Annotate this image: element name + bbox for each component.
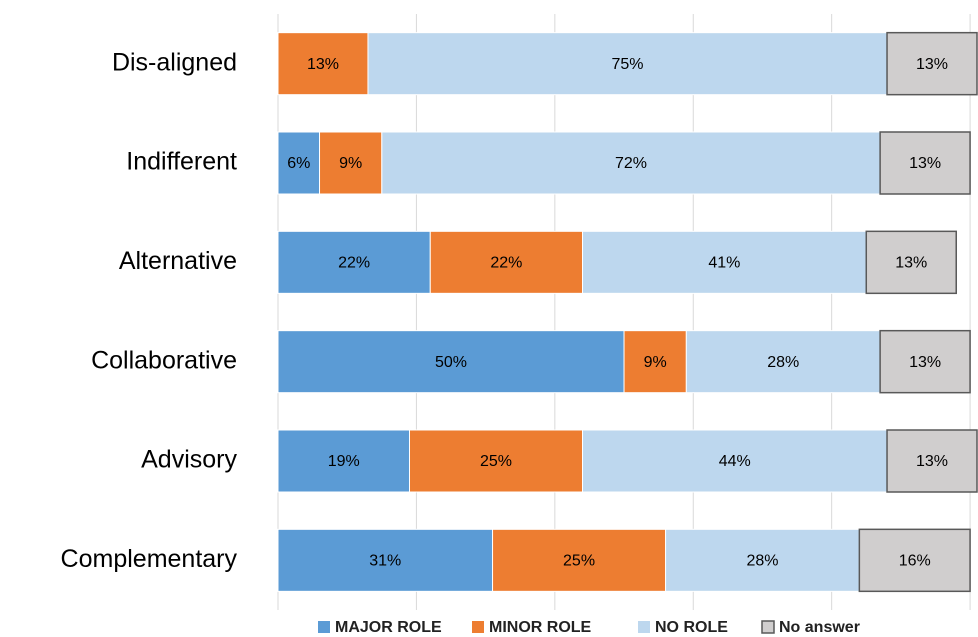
- data-label: 28%: [767, 354, 799, 371]
- legend-swatch: [472, 621, 484, 633]
- data-label: 72%: [615, 155, 647, 172]
- data-label: 16%: [899, 553, 931, 570]
- data-label: 13%: [916, 56, 948, 73]
- data-label: 22%: [490, 255, 522, 272]
- legend-label: MAJOR ROLE: [335, 619, 442, 636]
- legend-swatch: [638, 621, 650, 633]
- data-label: 44%: [719, 453, 751, 470]
- bar-segment: [879, 329, 971, 394]
- data-label: 13%: [916, 453, 948, 470]
- category-label: Collaborative: [91, 346, 237, 374]
- bar-segment: [319, 131, 383, 195]
- bar-segment: [277, 330, 625, 394]
- bar-segment: [623, 330, 687, 394]
- bar-segment: [886, 31, 978, 96]
- data-label: 6%: [287, 155, 310, 172]
- bar-segment: [879, 131, 971, 195]
- data-label: 13%: [909, 354, 941, 371]
- bar-segment: [408, 429, 584, 493]
- category-label: Complementary: [61, 545, 238, 573]
- bar-segment: [277, 131, 321, 195]
- data-label: 19%: [328, 453, 360, 470]
- bar-segment: [886, 429, 978, 493]
- legend-label: NO ROLE: [655, 619, 728, 636]
- category-label: Indifferent: [126, 148, 237, 176]
- data-label: 50%: [435, 354, 467, 371]
- bar-segment: [858, 528, 971, 593]
- bar-segment: [582, 429, 888, 493]
- data-label: 9%: [339, 155, 362, 172]
- bar-segment: [277, 32, 369, 96]
- bar-segment: [492, 528, 667, 592]
- category-label: Dis-aligned: [112, 48, 237, 76]
- data-label: 25%: [563, 553, 595, 570]
- bar-segment: [865, 230, 957, 295]
- data-label: 41%: [708, 255, 740, 272]
- legend-swatch: [318, 621, 330, 633]
- legend-swatch: [761, 620, 775, 634]
- bar-segment: [429, 230, 584, 294]
- data-label: 9%: [644, 354, 667, 371]
- bar-segment: [277, 230, 431, 294]
- category-label: Alternative: [119, 247, 237, 275]
- legend-label: No answer: [779, 619, 860, 636]
- data-label: 13%: [895, 255, 927, 272]
- category-label: Advisory: [141, 446, 237, 474]
- bar-segment: [685, 330, 881, 394]
- data-label: 28%: [746, 553, 778, 570]
- bar-segment: [582, 230, 867, 294]
- bar-segment: [381, 131, 881, 195]
- data-label: 31%: [369, 553, 401, 570]
- legend-label: MINOR ROLE: [489, 619, 592, 636]
- data-label: 13%: [909, 155, 941, 172]
- data-label: 25%: [480, 453, 512, 470]
- data-label: 22%: [338, 255, 370, 272]
- data-label: 13%: [307, 56, 339, 73]
- data-label: 75%: [611, 56, 643, 73]
